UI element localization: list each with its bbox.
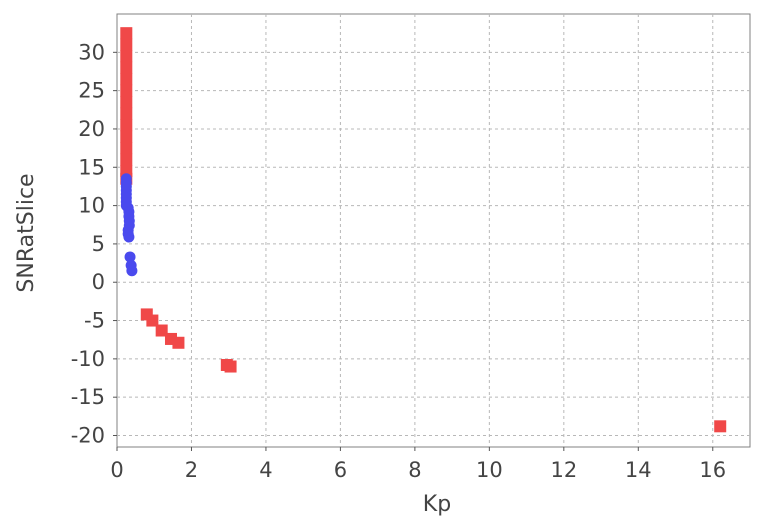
series-0	[120, 27, 727, 433]
data-point	[120, 107, 133, 120]
x-tick-label: 14	[625, 458, 652, 482]
data-point	[120, 61, 133, 74]
data-point	[124, 251, 136, 263]
data-point	[126, 265, 138, 277]
plot-area	[116, 13, 751, 448]
y-tick-label: 10	[78, 194, 105, 218]
x-tick-label: 8	[408, 458, 421, 482]
y-tick-label: 20	[78, 117, 105, 141]
data-point	[120, 84, 133, 97]
y-tick-label: -20	[71, 424, 105, 448]
data-point	[120, 73, 133, 86]
y-tick-label: -5	[84, 309, 105, 333]
x-tick-label: 2	[185, 458, 198, 482]
data-point	[120, 142, 133, 155]
axis-ticks: 0 2 4 6 8 10 12 14 16 30 25 20 15 10 5 0 -5 -10 -15 -20	[71, 40, 726, 482]
series-1	[120, 173, 138, 277]
data-point	[224, 360, 237, 373]
x-tick-label: 16	[699, 458, 726, 482]
data-point	[120, 27, 133, 40]
data-points	[120, 27, 727, 433]
data-point	[120, 38, 133, 51]
x-axis-label: Kp	[423, 492, 451, 517]
data-point	[123, 231, 135, 243]
data-point	[120, 50, 133, 63]
data-point	[120, 130, 133, 143]
data-point	[146, 314, 159, 327]
y-tick-label: 25	[78, 79, 105, 103]
data-point	[120, 119, 133, 132]
y-tick-label: -15	[71, 385, 105, 409]
x-tick-label: 6	[334, 458, 347, 482]
data-point	[714, 420, 727, 433]
y-tick-label: -10	[71, 347, 105, 371]
grid-lines	[117, 14, 750, 447]
x-tick-label: 4	[259, 458, 272, 482]
x-tick-label: 0	[110, 458, 123, 482]
y-tick-label: 5	[92, 232, 105, 256]
y-tick-label: 15	[78, 155, 105, 179]
data-point	[120, 96, 133, 109]
data-point	[120, 153, 133, 166]
data-point	[155, 324, 168, 337]
y-axis-label: SNRatSlice	[14, 173, 39, 292]
data-point	[172, 336, 185, 349]
y-tick-label: 0	[92, 270, 105, 294]
x-tick-label: 12	[550, 458, 577, 482]
y-tick-label: 30	[78, 40, 105, 64]
x-tick-label: 10	[476, 458, 503, 482]
